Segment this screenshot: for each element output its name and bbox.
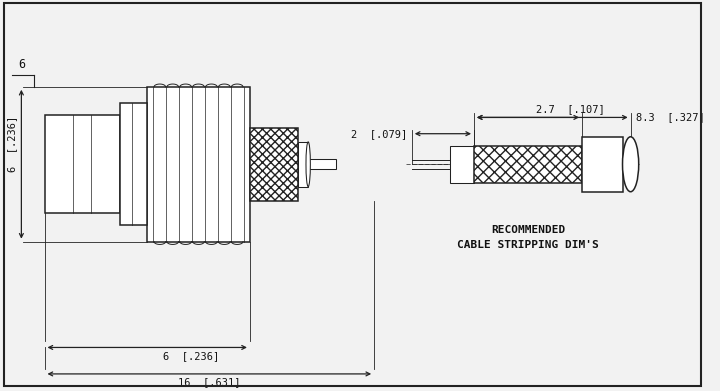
Text: 6  [.236]: 6 [.236] (7, 116, 17, 172)
Text: 2.7  [.107]: 2.7 [.107] (536, 104, 605, 114)
Text: RECOMMENDED
CABLE STRIPPING DIM'S: RECOMMENDED CABLE STRIPPING DIM'S (457, 225, 599, 250)
Bar (474, 146, 582, 183)
Bar (299, 142, 308, 187)
Text: 2  [.079]: 2 [.079] (351, 129, 408, 139)
Bar (147, 87, 250, 242)
Ellipse shape (306, 142, 310, 187)
Bar (120, 103, 147, 225)
Ellipse shape (623, 137, 639, 192)
Text: 6  [.236]: 6 [.236] (163, 351, 220, 361)
Text: 8.3  [.327]: 8.3 [.327] (636, 113, 705, 122)
Text: 6: 6 (18, 58, 25, 71)
Bar (582, 137, 623, 192)
Bar (450, 146, 474, 183)
Bar (45, 115, 120, 213)
Text: 16  [.631]: 16 [.631] (178, 377, 240, 387)
Bar (250, 159, 336, 169)
Bar (250, 127, 299, 201)
